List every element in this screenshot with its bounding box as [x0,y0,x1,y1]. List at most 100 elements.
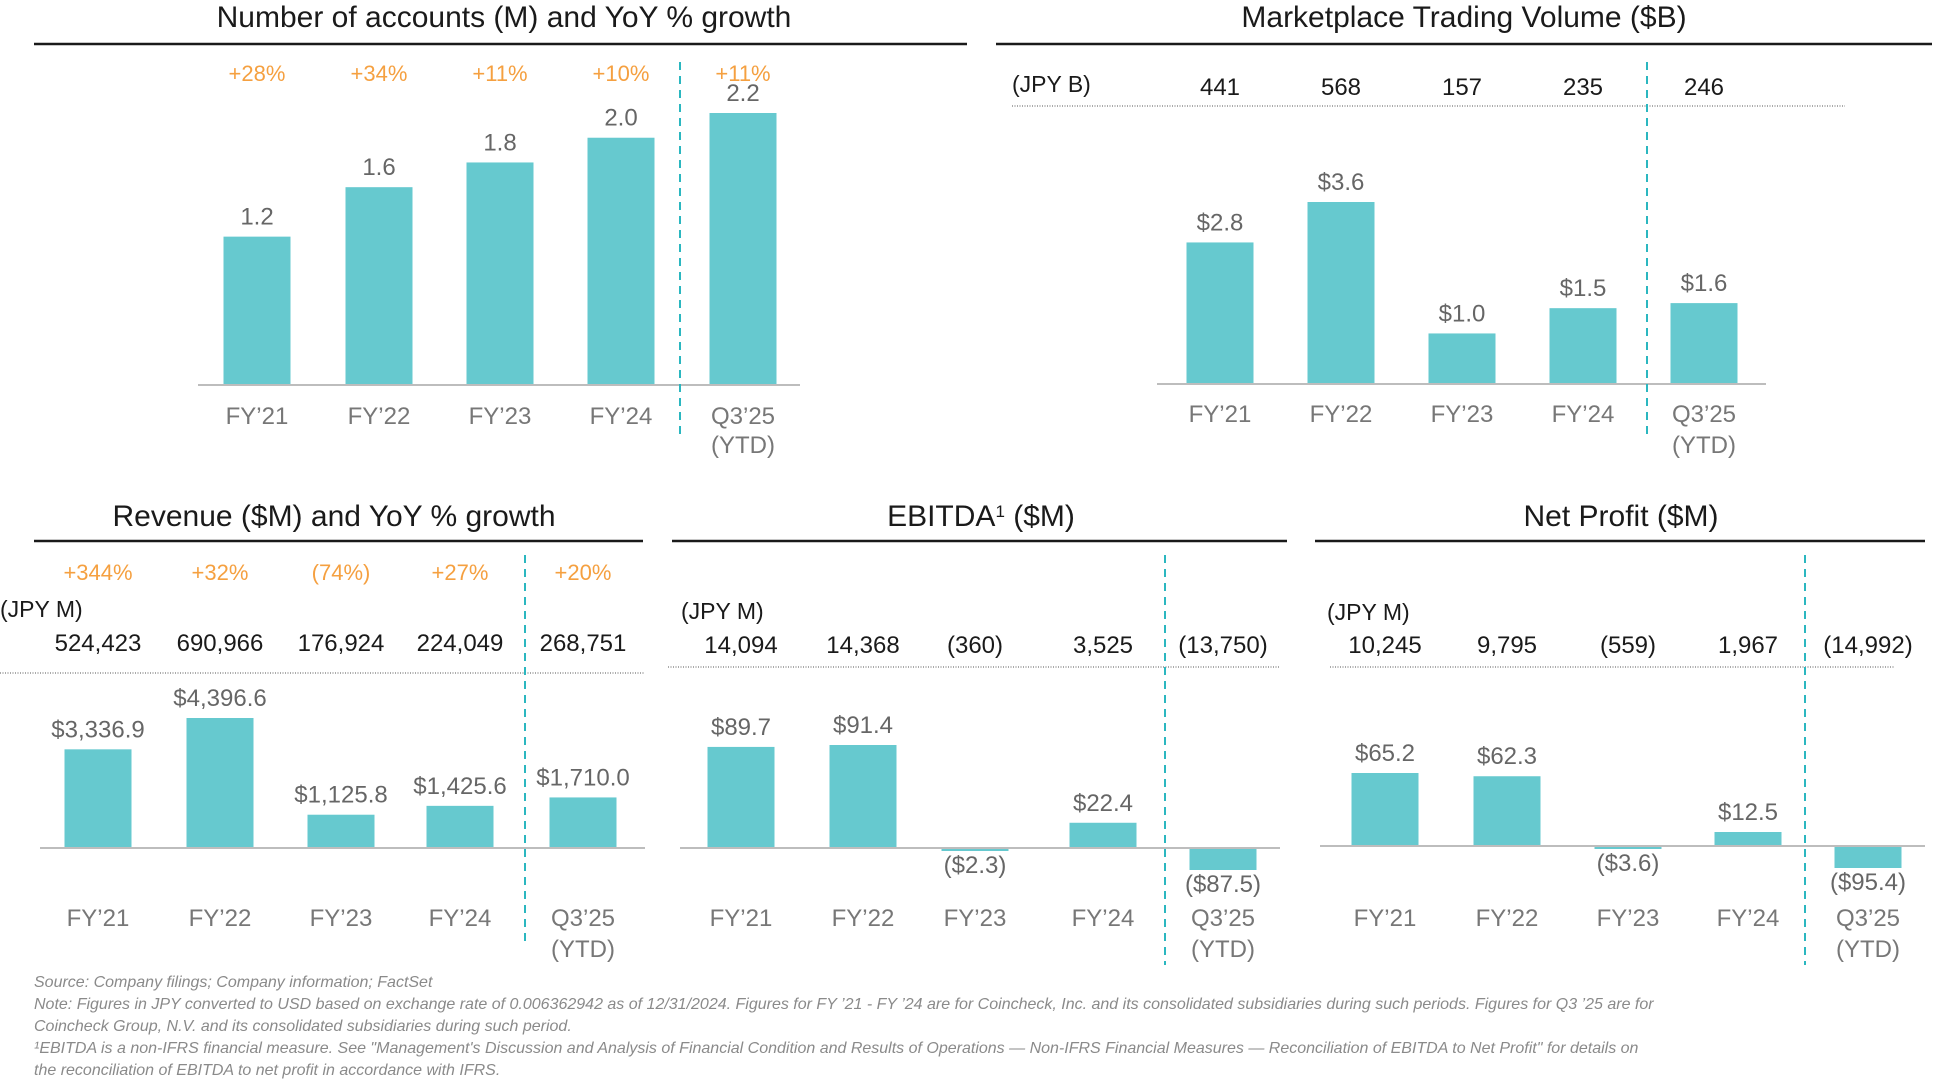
ebitda-value-label: $91.4 [833,712,893,739]
netprofit-bar [1714,832,1782,846]
revenue-category-label: Q3’25 [551,905,615,932]
revenue-value-label: $1,425.6 [413,773,506,800]
volume-bar [1549,308,1617,384]
ebitda-category-label: Q3’25 [1191,905,1255,932]
volume-title: Marketplace Trading Volume ($B) [1241,1,1686,34]
revenue-jpy-value: 268,751 [540,630,627,657]
netprofit-category-sublabel: (YTD) [1836,936,1900,963]
revenue-growth-label: +27% [432,560,489,585]
accounts-category-label: FY’22 [348,403,411,430]
exchange-rate-note: Note: Figures in JPY converted to USD ba… [34,996,1654,1013]
ebitda-jpy-value: 14,094 [704,632,777,659]
revenue-value-label: $1,125.8 [294,782,387,809]
volume-jpy-value: 568 [1321,74,1361,101]
accounts-value-label: 2.0 [604,105,637,132]
volume-jpy-value: 157 [1442,74,1482,101]
accounts-growth-label: +28% [229,61,286,86]
volume-jpy-value: 235 [1563,74,1603,101]
ebitda-value-label: $89.7 [711,714,771,741]
ebitda-title-superscript: 1 [995,502,1004,521]
netprofit-jpy-value: (14,992) [1823,632,1912,659]
accounts-bar [345,187,413,385]
volume-category-label: FY’24 [1552,401,1615,428]
accounts-category-label: FY’23 [469,403,532,430]
accounts-value-label: 2.2 [726,80,759,107]
revenue-category-label: FY’24 [429,905,492,932]
ebitda-value-label: $22.4 [1073,790,1133,817]
volume-bar [1186,242,1254,384]
volume-category-label: FY’22 [1310,401,1373,428]
revenue-value-label: $3,336.9 [51,716,144,743]
volume-value-label: $3.6 [1318,169,1365,196]
ebitda-bar [1189,848,1257,870]
revenue-growth-label: +20% [555,560,612,585]
netprofit-jpy-unit: (JPY M) [1327,599,1410,625]
netprofit-value-label: $12.5 [1718,799,1778,826]
ebitda-title-suffix: ($M) [1005,500,1075,533]
netprofit-value-label: $62.3 [1477,743,1537,770]
revenue-jpy-value: 524,423 [55,630,142,657]
volume-jpy-value: 441 [1200,74,1240,101]
volume-value-label: $1.0 [1439,300,1486,327]
accounts-title: Number of accounts (M) and YoY % growth [217,1,792,34]
ebitda-category-label: FY’22 [832,905,895,932]
ebitda-jpy-value: 14,368 [826,632,899,659]
revenue-bar [307,814,375,848]
ebitda-value-label: ($87.5) [1185,871,1261,898]
netprofit-value-label: ($95.4) [1830,869,1906,896]
revenue-jpy-value: 224,049 [417,630,504,657]
ebitda-jpy-value: (360) [947,632,1003,659]
revenue-growth-label: (74%) [312,560,371,585]
netprofit-value-label: $65.2 [1355,740,1415,767]
volume-category-label: Q3’25 [1672,401,1736,428]
accounts-value-label: 1.8 [483,129,516,156]
netprofit-title: Net Profit ($M) [1523,500,1718,533]
ebitda-category-label: FY’23 [944,905,1007,932]
netprofit-value-label: ($3.6) [1597,850,1660,877]
accounts-category-label: Q3’25 [711,403,775,430]
netprofit-jpy-value: 10,245 [1348,632,1421,659]
ebitda-category-sublabel: (YTD) [1191,936,1255,963]
volume-value-label: $2.8 [1197,209,1244,236]
revenue-bar [64,749,132,848]
revenue-title: Revenue ($M) and YoY % growth [112,500,555,533]
ebitda-jpy-value: 3,525 [1073,632,1133,659]
accounts-growth-label: +11% [715,61,770,86]
source-note: Source: Company filings; Company informa… [34,974,433,991]
volume-bar [1428,333,1496,384]
ebitda-bar [1069,822,1137,848]
accounts-category-sublabel: (YTD) [711,432,775,459]
volume-category-label: FY’21 [1189,401,1252,428]
accounts-category-label: FY’21 [226,403,289,430]
revenue-jpy-value: 176,924 [298,630,385,657]
revenue-bar [549,797,617,848]
accounts-bar [709,113,777,385]
revenue-jpy-value: 690,966 [177,630,264,657]
ebitda-value-label: ($2.3) [944,852,1007,879]
ebitda-bar [829,745,897,848]
footnotes: Source: Company filings; Company informa… [34,972,1924,1082]
netprofit-category-label: FY’22 [1476,905,1539,932]
netprofit-bar [1351,773,1419,846]
revenue-jpy-unit: (JPY M) [0,596,83,622]
revenue-growth-label: +32% [192,560,249,585]
netprofit-category-label: FY’23 [1597,905,1660,932]
revenue-category-sublabel: (YTD) [551,936,615,963]
netprofit-category-label: FY’21 [1354,905,1417,932]
accounts-growth-label: +34% [351,61,408,86]
volume-bar [1670,303,1738,384]
volume-jpy-value: 246 [1684,74,1724,101]
netprofit-bar [1473,776,1541,846]
volume-category-sublabel: (YTD) [1672,432,1736,459]
netprofit-category-label: FY’24 [1717,905,1780,932]
accounts-category-label: FY’24 [590,403,653,430]
accounts-growth-label: +10% [593,61,650,86]
ebitda-category-label: FY’24 [1072,905,1135,932]
revenue-value-label: $1,710.0 [536,764,629,791]
revenue-category-label: FY’23 [310,905,373,932]
volume-bar [1307,202,1375,384]
ebitda-bar [941,848,1009,851]
netprofit-bar [1594,846,1662,849]
volume-value-label: $1.5 [1560,275,1607,302]
